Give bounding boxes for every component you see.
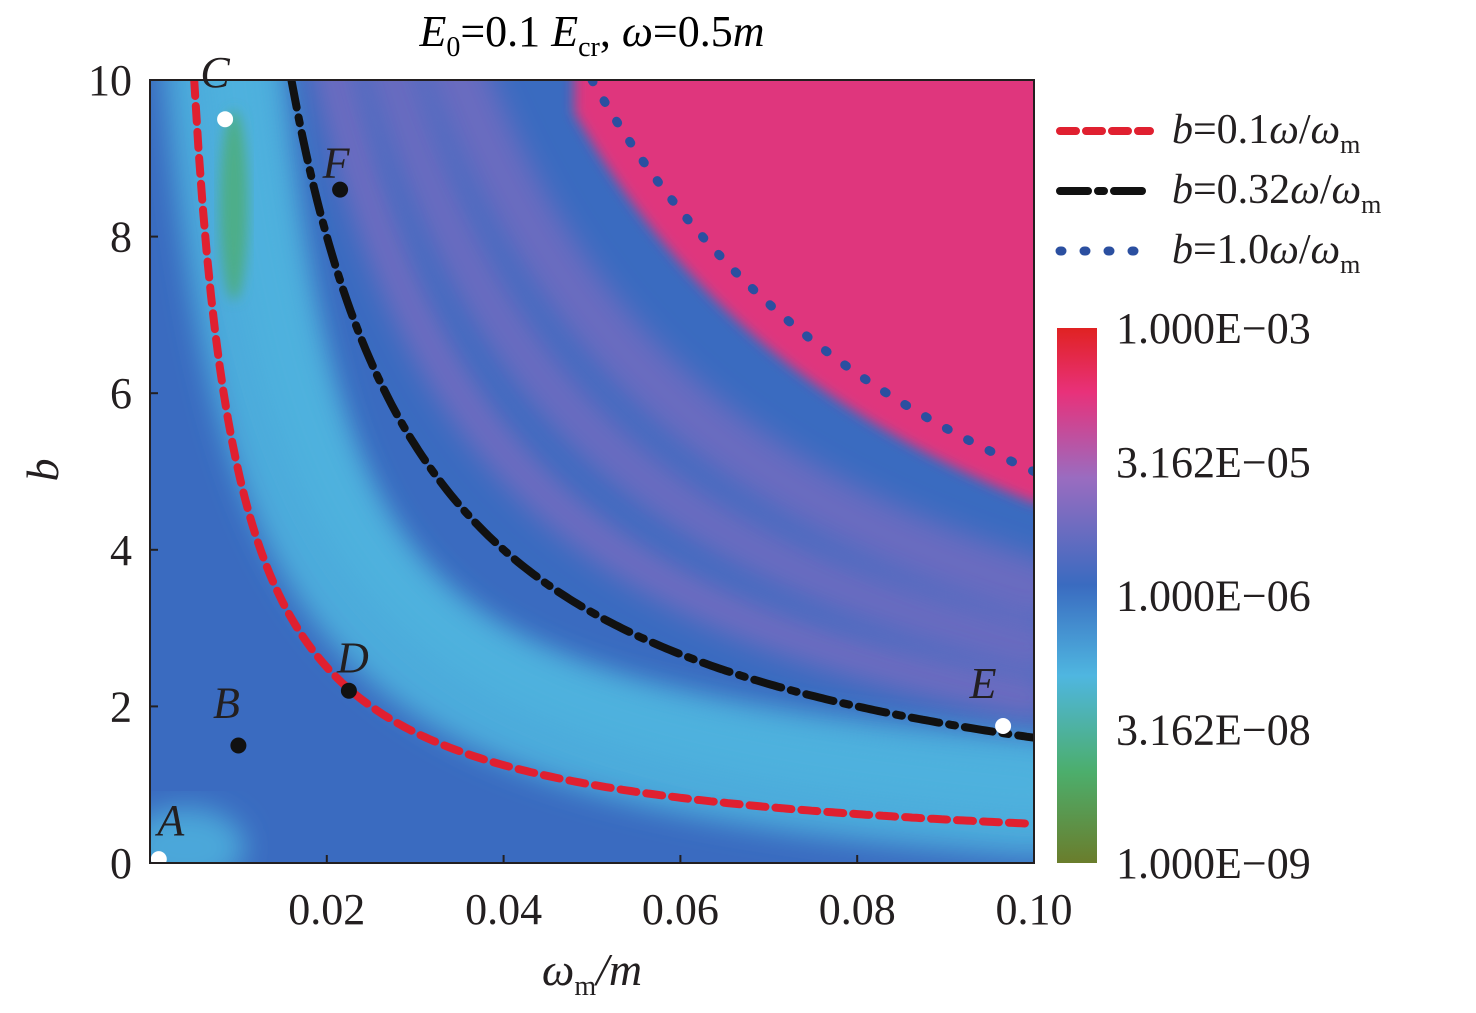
point-label-A: A [154, 796, 185, 845]
colorbar-tick-label: 3.162E−08 [1116, 705, 1311, 754]
colorbar [1057, 328, 1097, 863]
axis-ticks: 0.02 0.04 0.06 0.08 0.10 0 2 4 6 8 10 [88, 56, 1073, 934]
heatmap-ridge-3 [427, 80, 1034, 619]
point-F [332, 181, 349, 198]
heatmap-valley-core [208, 80, 1034, 815]
chart-title: E0=0.1 Ecr, ω=0.5m [418, 7, 764, 63]
heatmap-ridge-2 [366, 80, 1034, 673]
heatmap-high-region [574, 80, 1034, 503]
colorbar-tick-label: 1.000E−09 [1116, 839, 1311, 888]
title-e: E [418, 7, 446, 56]
title-comma: , [600, 7, 622, 56]
y-tick-label: 6 [110, 369, 132, 418]
reference-curves [190, 80, 1034, 828]
colorbar-tick-label: 1.000E−03 [1116, 304, 1311, 353]
title-ecr: E [550, 7, 578, 56]
point-label-D: D [336, 634, 369, 683]
point-label-B: B [213, 679, 240, 728]
x-label-omega: ω [542, 944, 574, 995]
y-tick-label: 2 [110, 682, 132, 731]
title-m: m [733, 7, 765, 56]
colorbar-tick-label: 3.162E−05 [1116, 438, 1311, 487]
x-label-rest: /m [593, 944, 642, 995]
point-A [150, 851, 167, 868]
heatmap-ridge-1 [315, 80, 1034, 719]
point-E [995, 718, 1012, 734]
marked-points: A B C D E F [150, 48, 1012, 868]
y-tick-label: 4 [110, 526, 132, 575]
title-omega: ω [622, 7, 653, 56]
heatmap [150, 80, 1034, 863]
legend-label-3: b=1.0ω/ωm [1172, 227, 1360, 279]
legend-label-2: b=0.32ω/ωm [1172, 167, 1381, 219]
legend-label-1: b=0.1ω/ωm [1172, 107, 1360, 159]
point-D [340, 682, 357, 699]
x-tick-label: 0.10 [996, 885, 1073, 934]
x-tick-label: 0.06 [642, 885, 719, 934]
legend: b=0.1ω/ωm b=0.32ω/ωm b=1.0ω/ωm [1055, 107, 1381, 279]
colorbar-labels: 1.000E−03 3.162E−05 1.000E−06 3.162E−08 1.00… [1116, 304, 1311, 888]
plot-frame [149, 79, 1035, 864]
x-tick-label: 0.08 [819, 885, 896, 934]
curve-2 [287, 80, 1034, 742]
x-tick-label: 0.04 [465, 885, 542, 934]
x-tick-label: 0.02 [288, 885, 365, 934]
title-eq: =0.5 [653, 7, 733, 56]
heatmap-green-streak [219, 110, 248, 301]
title-mid: =0.1 [460, 7, 551, 56]
y-tick-label: 8 [110, 213, 132, 262]
x-axis-label: ωm/m [542, 944, 642, 1002]
point-B [230, 737, 247, 754]
point-label-E: E [969, 659, 997, 708]
y-tick-label: 0 [110, 839, 132, 888]
title-ecr-sub: cr [578, 32, 600, 63]
point-label-F: F [322, 139, 351, 188]
point-C [217, 111, 234, 128]
x-label-sub: m [574, 971, 596, 1002]
curve-1 [190, 80, 1034, 828]
y-axis-label: b [17, 459, 68, 482]
title-e-sub: 0 [446, 32, 460, 63]
heatmap-origin-glow [150, 807, 246, 863]
y-tick-label: 10 [88, 56, 132, 105]
point-label-C: C [200, 48, 230, 97]
colorbar-tick-label: 1.000E−06 [1116, 572, 1311, 621]
